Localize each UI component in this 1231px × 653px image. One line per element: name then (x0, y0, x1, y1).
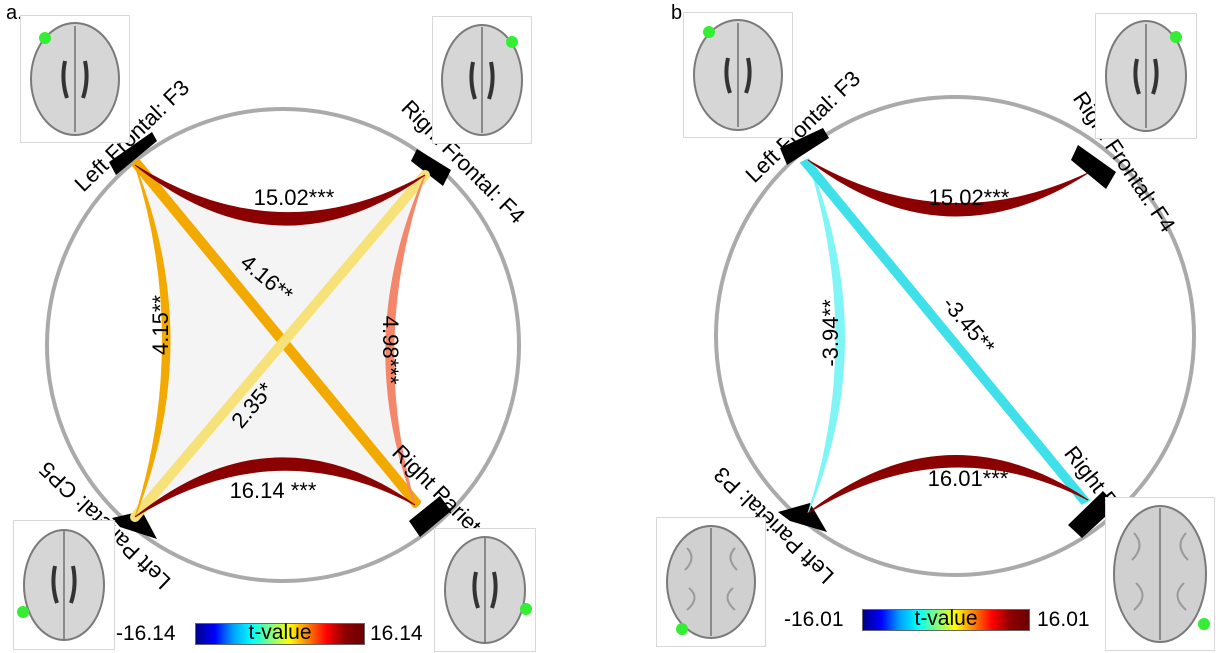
brain-thumbnail-left-frontal (20, 15, 130, 143)
node-marker-right-frontal (1071, 145, 1116, 189)
edge-label-lf-rp: -3.45** (938, 291, 1001, 359)
node-marker-left-parietal (778, 503, 827, 532)
brain-thumbnail-left-frontal (683, 12, 793, 138)
colorbar-max-label: 16.01 (1037, 608, 1090, 631)
edge-lf-rp (799, 158, 1091, 505)
edge-rf-lp (130, 170, 430, 522)
electrode-dot (17, 606, 29, 618)
edge-label-lf-lp: -3.94** (818, 299, 843, 367)
connectivity-diagram-b: 15.02*** 16.01*** -3.94** -3.45** Left F… (709, 66, 1196, 592)
electrode-dot (1198, 618, 1210, 630)
edge-label-lf-rf: 15.02*** (254, 185, 335, 210)
node-marker-right-parietal (1068, 491, 1117, 538)
brain-thumbnail-left-parietal (656, 517, 766, 647)
electrode-dot (506, 36, 518, 48)
edge-label-lf-rf: 15.02*** (929, 185, 1010, 210)
colorbar-max-label: 16.14 (370, 622, 423, 645)
brain-thumbnail-right-parietal (434, 528, 536, 652)
panel-b: 15.02*** 16.01*** -3.94** -3.45** Left F… (616, 0, 1231, 653)
head-ring (714, 95, 1196, 577)
edge-lf-rf (134, 164, 426, 226)
electrode-dot (703, 26, 715, 38)
edge-lf-rp (132, 159, 421, 508)
brain-thumbnail-right-frontal (432, 16, 532, 144)
colorbar-min-label: -16.14 (116, 622, 176, 645)
edge-lp-rp (807, 455, 1089, 514)
colorbar-min-label: -16.01 (784, 608, 844, 631)
edge-label-lp-rp: 16.14 *** (230, 478, 317, 503)
brain-thumbnail-left-parietal (13, 520, 115, 650)
edge-lf-rf (807, 159, 1089, 217)
edge-label-rf-rp: 4.98*** (378, 316, 403, 385)
electrode-dot (39, 32, 51, 44)
edge-lp-rp (134, 457, 416, 518)
node-marker-left-parietal (112, 511, 157, 539)
node-marker-right-frontal (411, 149, 451, 186)
panel-a: 15.02*** 16.14 *** 4.15** 4.98*** 4.16**… (0, 0, 615, 653)
edge-label-lp-rp: 16.01*** (928, 466, 1009, 491)
head-ring (45, 107, 521, 583)
edge-label-lf-lp: 4.15** (148, 295, 173, 355)
panel-letter: a. (6, 2, 23, 24)
electrode-dot (676, 623, 688, 635)
electrode-dot (520, 603, 532, 615)
node-marker-left-frontal (109, 132, 157, 175)
brain-thumbnail-right-frontal (1095, 13, 1197, 139)
colorbar: t-value (862, 607, 1030, 631)
colorbar-title: t-value (914, 607, 978, 630)
electrode-dot (1170, 31, 1182, 43)
colorbar-title: t-value (248, 621, 312, 644)
node-marker-left-frontal (780, 128, 829, 165)
node-marker-right-parietal (409, 496, 451, 537)
colorbar: t-value (195, 621, 365, 645)
brain-thumbnail-right-parietal (1105, 497, 1215, 651)
